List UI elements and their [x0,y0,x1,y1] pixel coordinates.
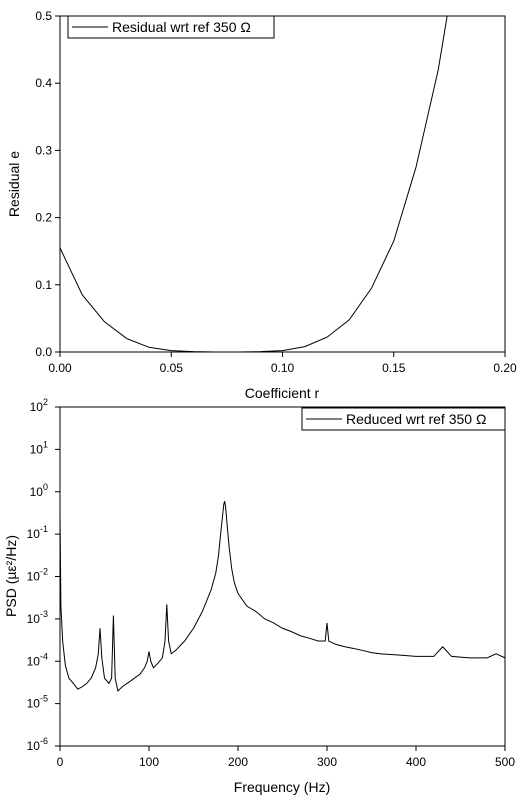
bottom-y-tick-label: 101 [30,439,48,456]
bottom-plot-frame [59,406,506,747]
bottom-y-tick-label: 100 [30,482,48,499]
residual-chart: 0.00 0.05 0.10 0.15 0.20 0.00.10.20.30.40.5 … [6,9,517,401]
bottom-x-tick-label: 300 [317,755,337,769]
psd-series-line [59,501,506,692]
bottom-legend: Reduced wrt ref 350 Ω [301,407,506,431]
bottom-x-tick-label: 500 [495,755,515,769]
bottom-x-tick-label: 100 [139,755,159,769]
top-y-axis-title: Residual e [6,151,22,217]
top-plot-frame [59,15,506,353]
residual-series-line [59,15,448,353]
top-legend-box [67,15,275,39]
bottom-y-tick-label: 102 [30,397,48,414]
bottom-x-tick-label: 200 [228,755,248,769]
bottom-y-tick-label: 10-6 [27,736,48,753]
bottom-y-axis-title: PSD (µε²/Hz) [3,535,19,617]
top-y-tick-label: 0.2 [35,211,52,225]
bottom-y-tick-label: 10-1 [27,524,48,541]
bottom-x-tick-label: 0 [57,755,64,769]
bottom-legend-box [301,407,506,431]
top-legend-label: Residual wrt ref 350 Ω [112,19,251,35]
top-x-tick-label: 0.05 [160,361,184,375]
top-y-tick-label: 0.3 [35,143,52,157]
top-y-tick-label: 0.1 [35,278,52,292]
bottom-legend-label: Reduced wrt ref 350 Ω [346,411,486,427]
top-y-tick-label: 0.5 [35,9,52,23]
top-x-tick-label: 0.00 [48,361,72,375]
top-x-tick-label: 0.10 [271,361,295,375]
bottom-x-axis-title: Frequency (Hz) [234,779,330,795]
top-x-tick-label: 0.20 [493,361,517,375]
bottom-x-tick-label: 400 [406,755,426,769]
bottom-y-tick-label: 10-3 [27,609,48,626]
bottom-y-tick-label: 10-2 [27,567,48,584]
top-y-tick-label: 0.4 [35,76,52,90]
bottom-y-tick-label: 10-4 [27,651,48,668]
bottom-y-tick-label: 10-5 [27,694,48,711]
psd-chart: 0 100 200 300 400 500 10-6 10-5 10-4 10-3 10-2 10-… [3,397,515,795]
top-x-axis-title: Coefficient r [245,385,320,401]
top-x-tick-label: 0.15 [382,361,406,375]
top-y-tick-label: 0.0 [35,345,52,359]
top-legend: Residual wrt ref 350 Ω [67,15,275,39]
